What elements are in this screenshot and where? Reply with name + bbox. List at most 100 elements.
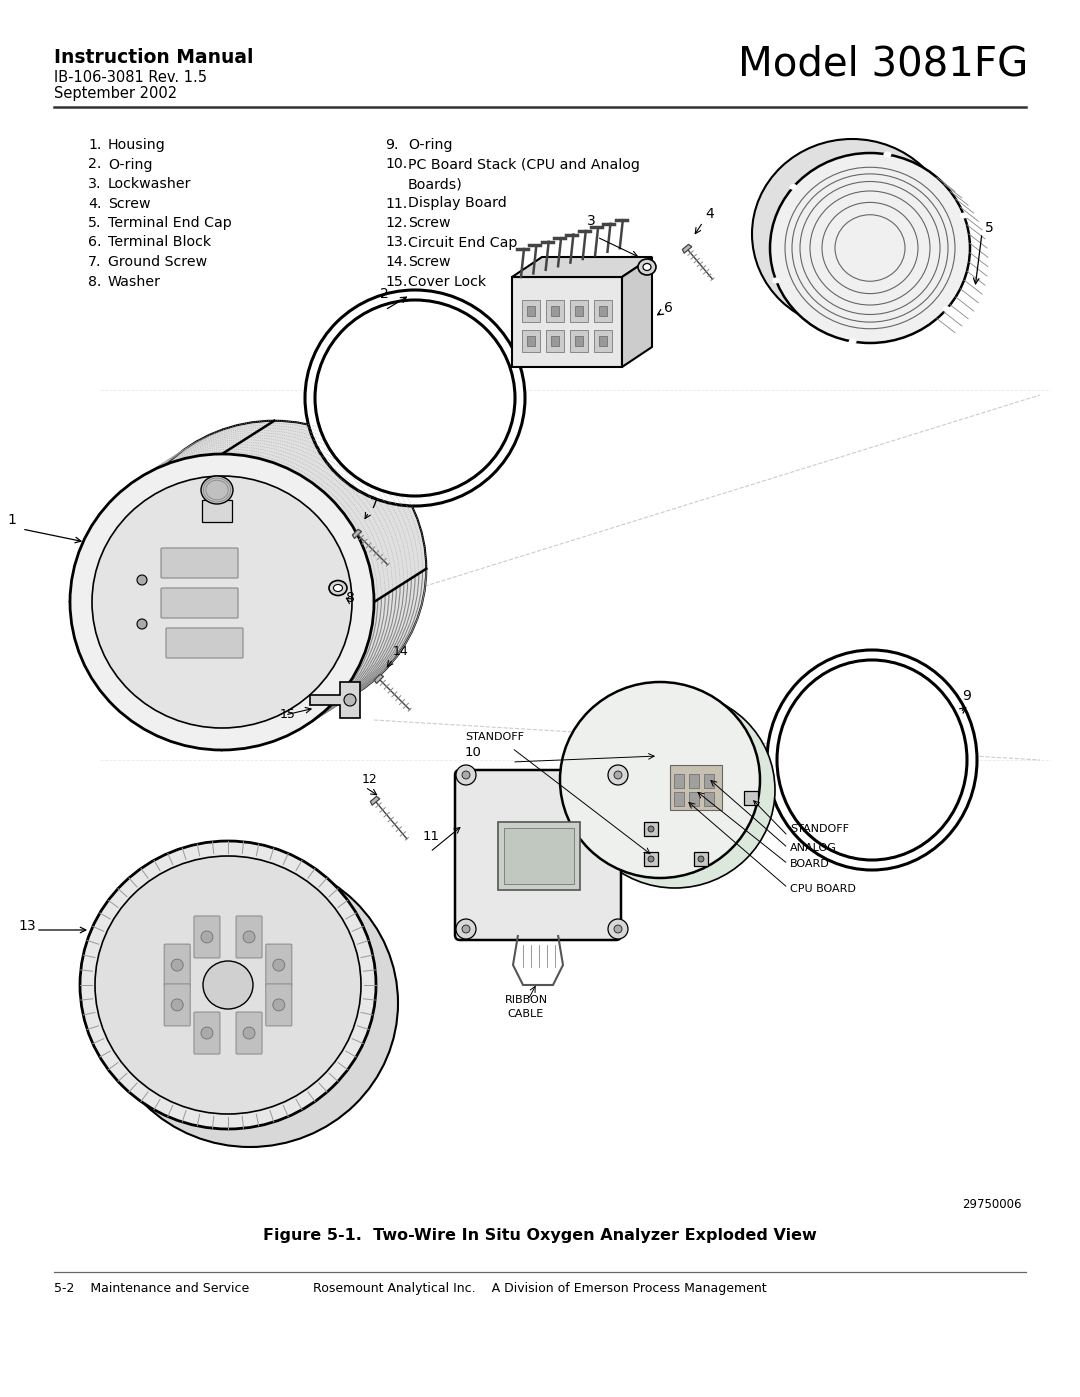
Text: 6: 6 [664,300,673,314]
Text: Instruction Manual: Instruction Manual [54,47,254,67]
Circle shape [608,919,627,939]
Ellipse shape [767,650,977,870]
Ellipse shape [770,154,970,344]
Bar [202,500,232,522]
Polygon shape [890,334,896,341]
FancyBboxPatch shape [164,983,190,1025]
Ellipse shape [315,300,515,496]
Text: O-ring: O-ring [108,158,152,172]
Text: Screw: Screw [408,256,450,270]
Text: Screw: Screw [408,217,450,231]
Polygon shape [921,168,929,176]
Text: Housing: Housing [108,138,165,152]
Ellipse shape [70,454,374,750]
Polygon shape [959,271,967,278]
Text: Terminal End Cap: Terminal End Cap [108,217,232,231]
Bar [570,330,588,352]
Circle shape [648,856,654,862]
Bar [689,774,699,788]
Bar [704,774,714,788]
Polygon shape [375,675,383,683]
Ellipse shape [80,841,376,1129]
Text: Cover Lock: Cover Lock [408,274,486,289]
Text: Circuit End Cap: Circuit End Cap [408,236,517,250]
Text: Terminal Block: Terminal Block [108,236,211,250]
Polygon shape [954,205,961,212]
Circle shape [615,771,622,780]
Text: ANALOG: ANALOG [789,842,837,854]
Bar [498,821,580,890]
Bar [512,277,622,367]
Circle shape [698,856,704,862]
Polygon shape [913,163,920,170]
Polygon shape [804,314,811,321]
Circle shape [615,925,622,933]
FancyBboxPatch shape [194,1011,220,1055]
Bar [694,852,708,866]
Text: 5: 5 [985,221,994,235]
FancyBboxPatch shape [266,983,292,1025]
Circle shape [172,960,184,971]
Bar [522,300,540,321]
Text: IB-106-3081 Rev. 1.5: IB-106-3081 Rev. 1.5 [54,70,207,85]
Polygon shape [958,214,966,221]
Polygon shape [820,326,827,332]
Polygon shape [963,233,970,239]
Ellipse shape [849,338,856,345]
FancyBboxPatch shape [455,770,621,940]
Text: 13.: 13. [384,236,407,250]
Text: STANDOFF: STANDOFF [465,732,524,742]
Text: 5-2    Maintenance and Service: 5-2 Maintenance and Service [54,1282,249,1295]
Circle shape [243,1027,255,1039]
Circle shape [648,826,654,833]
Polygon shape [943,189,950,196]
Polygon shape [904,159,910,166]
Polygon shape [951,288,959,296]
Polygon shape [807,172,814,179]
Polygon shape [352,529,362,538]
Ellipse shape [95,856,361,1113]
Text: Boards): Boards) [408,177,462,191]
Circle shape [137,619,147,629]
Polygon shape [779,284,786,291]
Polygon shape [793,184,800,191]
Polygon shape [961,224,968,229]
Polygon shape [770,249,777,253]
Circle shape [462,925,470,933]
Bar [599,306,607,316]
Bar [575,337,583,346]
Text: 5.: 5. [87,217,102,231]
Ellipse shape [777,659,967,861]
Text: 7: 7 [370,497,379,511]
Polygon shape [771,228,778,235]
Polygon shape [940,305,948,312]
Text: STANDOFF: STANDOFF [789,824,849,834]
Polygon shape [370,796,380,805]
FancyBboxPatch shape [237,916,262,958]
Text: BOARD: BOARD [789,859,829,869]
Text: September 2002: September 2002 [54,87,177,101]
Text: 4.: 4. [87,197,102,211]
Ellipse shape [575,692,775,888]
Circle shape [273,999,285,1011]
Polygon shape [799,177,807,184]
Ellipse shape [561,682,760,877]
Polygon shape [777,210,784,217]
Polygon shape [683,244,692,253]
Ellipse shape [92,476,352,728]
Text: CPU BOARD: CPU BOARD [789,884,855,894]
Polygon shape [789,300,797,307]
Ellipse shape [638,258,656,275]
Text: 10.: 10. [384,158,407,172]
Text: Model 3081FG: Model 3081FG [738,45,1028,85]
Polygon shape [875,154,880,159]
Text: 2.: 2. [87,158,102,172]
Text: 1.: 1. [87,138,102,152]
Text: 29750006: 29750006 [962,1199,1022,1211]
Text: 11: 11 [423,830,440,842]
Polygon shape [774,275,782,282]
Ellipse shape [772,278,780,284]
Ellipse shape [329,581,347,595]
Text: Ground Screw: Ground Screw [108,256,207,270]
Polygon shape [825,161,832,169]
